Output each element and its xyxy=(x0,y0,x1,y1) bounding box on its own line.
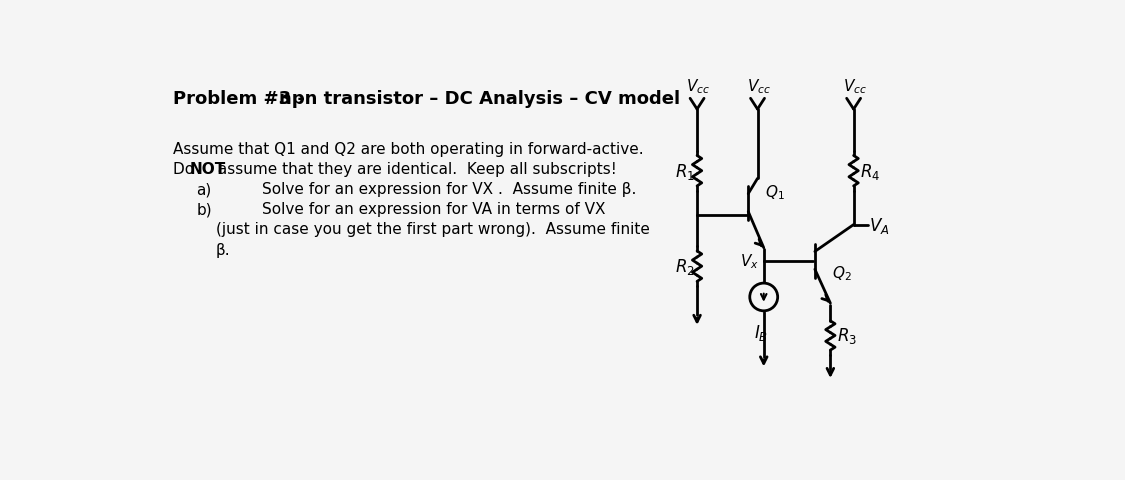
Text: $R_4$: $R_4$ xyxy=(860,161,880,181)
Text: $V_{cc}$: $V_{cc}$ xyxy=(747,77,771,96)
Text: a): a) xyxy=(197,182,212,197)
Text: $R_2$: $R_2$ xyxy=(675,257,695,276)
Text: (just in case you get the first part wrong).  Assume finite: (just in case you get the first part wro… xyxy=(216,222,649,237)
Text: NOT: NOT xyxy=(189,162,226,177)
Text: $I_B$: $I_B$ xyxy=(755,322,768,342)
Text: Solve for an expression for VA in terms of VX: Solve for an expression for VA in terms … xyxy=(262,202,605,217)
Text: $V_{cc}$: $V_{cc}$ xyxy=(686,77,710,96)
Text: $V_{cc}$: $V_{cc}$ xyxy=(843,77,866,96)
Text: Solve for an expression for VX .  Assume finite β.: Solve for an expression for VX . Assume … xyxy=(262,182,637,197)
Text: $V_x$: $V_x$ xyxy=(740,252,759,271)
Text: Problem #3 -: Problem #3 - xyxy=(173,90,305,108)
Text: npn transistor – DC Analysis – CV model: npn transistor – DC Analysis – CV model xyxy=(279,90,680,108)
Text: $V_A$: $V_A$ xyxy=(870,215,890,235)
Text: assume that they are identical.  Keep all subscripts!: assume that they are identical. Keep all… xyxy=(214,162,618,177)
Text: $R_3$: $R_3$ xyxy=(837,326,856,346)
Text: $Q_2$: $Q_2$ xyxy=(831,264,852,282)
Text: Assume that Q1 and Q2 are both operating in forward-active.: Assume that Q1 and Q2 are both operating… xyxy=(173,142,644,157)
Text: $Q_1$: $Q_1$ xyxy=(765,183,785,202)
Text: β.: β. xyxy=(216,242,231,257)
Text: b): b) xyxy=(197,202,212,217)
Text: Do: Do xyxy=(173,162,199,177)
Text: $R_1$: $R_1$ xyxy=(675,161,695,181)
